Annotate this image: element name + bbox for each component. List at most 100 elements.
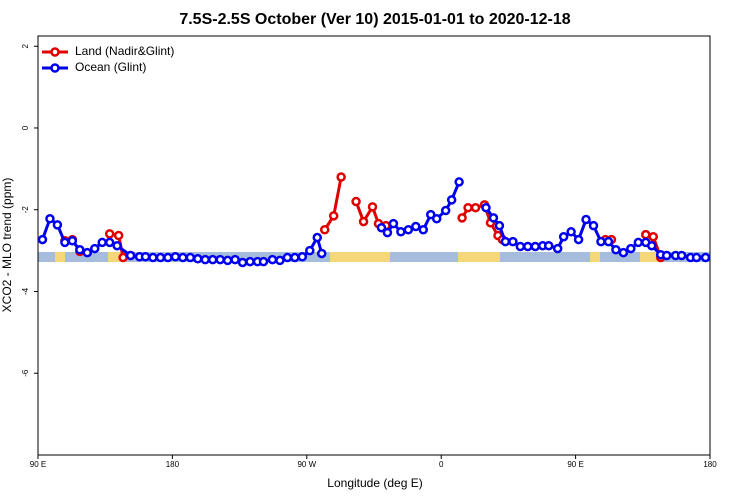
plot-frame <box>37 35 711 456</box>
legend-label: Ocean (Glint) <box>75 60 146 74</box>
point <box>207 254 218 265</box>
point <box>60 237 70 248</box>
point <box>358 216 369 227</box>
point <box>52 220 63 230</box>
x-tick-label: 90 E <box>567 460 583 469</box>
point <box>573 234 584 245</box>
point <box>676 250 687 261</box>
point <box>508 236 518 247</box>
point <box>316 248 327 259</box>
point <box>200 254 211 265</box>
point <box>633 237 644 248</box>
point <box>494 220 505 231</box>
point <box>297 251 308 262</box>
point <box>543 240 554 251</box>
point <box>558 231 569 242</box>
point <box>185 252 196 263</box>
point <box>596 236 606 247</box>
point <box>336 172 346 182</box>
point <box>155 252 166 263</box>
point <box>488 213 499 223</box>
point <box>237 257 248 268</box>
point <box>382 227 393 238</box>
y-tick-label: 2 <box>21 43 30 48</box>
point <box>112 240 122 251</box>
point <box>566 227 576 237</box>
x-axis-label: Longitude (deg E) <box>327 476 422 490</box>
point <box>37 234 48 245</box>
point <box>446 195 457 205</box>
y-axis-label: XCO2 - MLO trend (ppm) <box>0 178 14 313</box>
point <box>425 209 436 220</box>
point <box>411 221 421 232</box>
point <box>552 243 563 254</box>
point <box>618 247 629 258</box>
point <box>170 251 181 262</box>
chart-title: 7.5S-2.5S October (Ver 10) 2015-01-01 to… <box>179 11 570 28</box>
point <box>367 202 378 212</box>
point <box>258 256 269 267</box>
point <box>282 252 293 263</box>
point <box>104 229 115 239</box>
point <box>648 231 659 242</box>
point <box>312 232 323 243</box>
point <box>89 243 100 254</box>
point <box>440 205 451 216</box>
legend-marker <box>50 47 60 57</box>
point <box>267 254 278 265</box>
x-tick-label: 90 W <box>297 460 316 469</box>
point <box>457 213 467 223</box>
point <box>215 254 225 265</box>
point <box>530 241 541 252</box>
surface-strip <box>38 252 710 262</box>
point <box>140 251 151 262</box>
legend-marker <box>50 63 60 73</box>
point <box>275 255 285 266</box>
point <box>396 227 406 237</box>
point <box>82 247 93 258</box>
point <box>148 252 158 263</box>
point <box>125 250 136 261</box>
point <box>163 252 173 263</box>
point <box>463 202 473 213</box>
y-tick-label: 0 <box>21 125 30 130</box>
point <box>67 236 78 246</box>
point <box>290 252 300 263</box>
point <box>178 252 188 263</box>
point <box>222 255 233 266</box>
y-tick-label: -4 <box>21 287 30 295</box>
point <box>641 229 651 240</box>
point <box>454 177 464 187</box>
point <box>113 230 124 241</box>
point <box>305 245 315 256</box>
point <box>45 213 55 224</box>
point <box>481 202 491 213</box>
point <box>319 225 330 235</box>
point <box>388 218 399 229</box>
point <box>75 245 85 255</box>
point <box>588 220 599 231</box>
point <box>118 252 128 263</box>
x-tick-label: 0 <box>439 460 444 469</box>
legend-label: Land (Nadir&Glint) <box>75 44 174 58</box>
x-tick-label: 180 <box>703 460 717 469</box>
point <box>611 245 621 255</box>
y-tick-label: -2 <box>21 206 30 214</box>
point <box>193 254 203 264</box>
point <box>700 252 711 263</box>
point <box>523 241 533 252</box>
point <box>328 211 339 221</box>
point <box>661 250 672 261</box>
point <box>351 196 361 207</box>
x-tick-label: 180 <box>166 460 180 469</box>
point <box>581 214 591 225</box>
point <box>603 236 614 247</box>
point <box>245 256 255 267</box>
point <box>515 241 526 252</box>
point <box>104 237 115 248</box>
point <box>431 213 442 224</box>
point <box>376 222 387 233</box>
point <box>230 254 240 265</box>
y-tick-label: -6 <box>21 369 30 377</box>
